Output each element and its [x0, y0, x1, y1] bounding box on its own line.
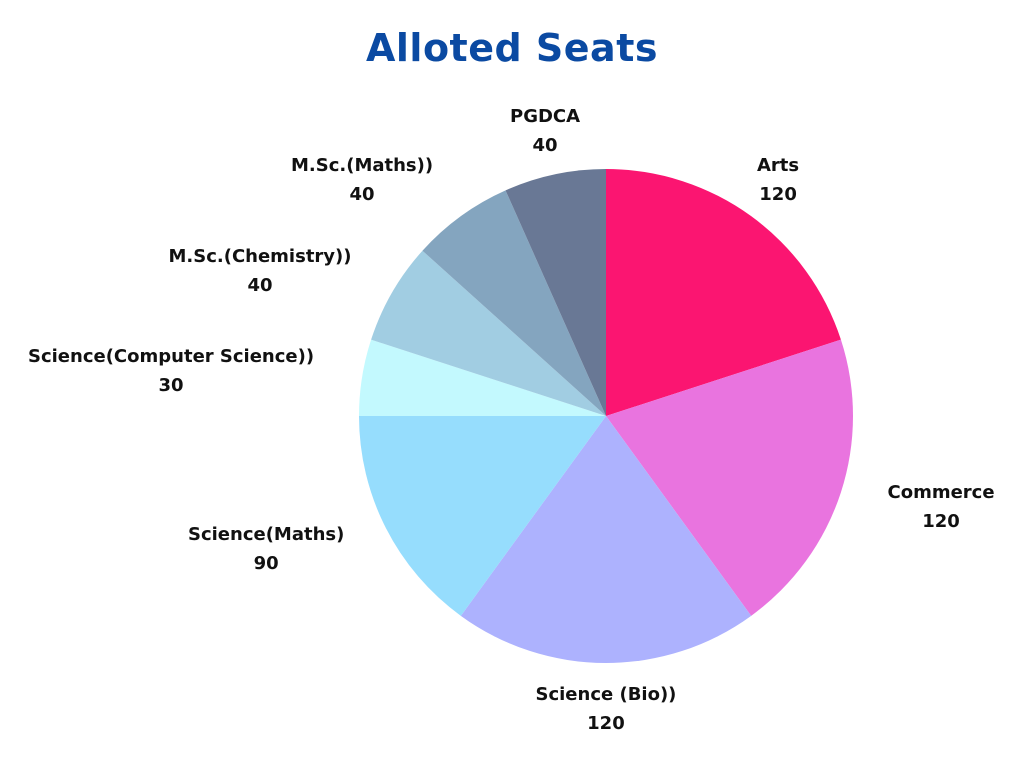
- pie-slice: [359, 416, 606, 616]
- slice-label: Arts 120: [757, 151, 799, 209]
- pie-slice: [606, 339, 854, 616]
- slice-label-name: Arts: [757, 155, 800, 176]
- slice-label: Science (Bio)) 120: [536, 680, 677, 738]
- slice-label-value: 40: [532, 135, 558, 156]
- slice-label-name: Science (Bio)): [535, 684, 677, 705]
- slice-label-value: 120: [587, 713, 625, 734]
- slice-label-name: Commerce: [887, 482, 995, 503]
- slice-label-name: Science(Maths): [188, 524, 345, 545]
- slice-label-value: 40: [349, 184, 375, 205]
- slice-label: PGDCA 40: [510, 102, 580, 160]
- slice-label-value: 120: [922, 511, 960, 532]
- slice-label-value: 30: [158, 375, 184, 396]
- slice-label-name: M.Sc.(Maths)): [291, 155, 434, 176]
- slice-label: Science(Maths) 90: [188, 520, 344, 578]
- pie-slice: [422, 190, 606, 416]
- pie-slice: [359, 339, 606, 416]
- pie-slice: [606, 169, 841, 416]
- slice-label: M.Sc.(Maths)) 40: [291, 151, 433, 209]
- slice-label-name: Science(Computer Science)): [28, 346, 315, 367]
- pie-slice: [460, 416, 752, 664]
- slice-label: Commerce 120: [888, 478, 995, 536]
- slice-label: M.Sc.(Chemistry)) 40: [169, 242, 352, 300]
- slice-label: Science(Computer Science)) 30: [28, 342, 314, 400]
- slice-label-value: 90: [253, 553, 279, 574]
- slice-label-name: M.Sc.(Chemistry)): [168, 246, 352, 267]
- slice-label-value: 40: [247, 275, 273, 296]
- slice-label-name: PGDCA: [510, 106, 581, 127]
- pie-slice: [371, 250, 606, 416]
- slice-label-value: 120: [759, 184, 797, 205]
- pie-slice: [505, 169, 606, 416]
- chart-title: Alloted Seats: [365, 26, 658, 70]
